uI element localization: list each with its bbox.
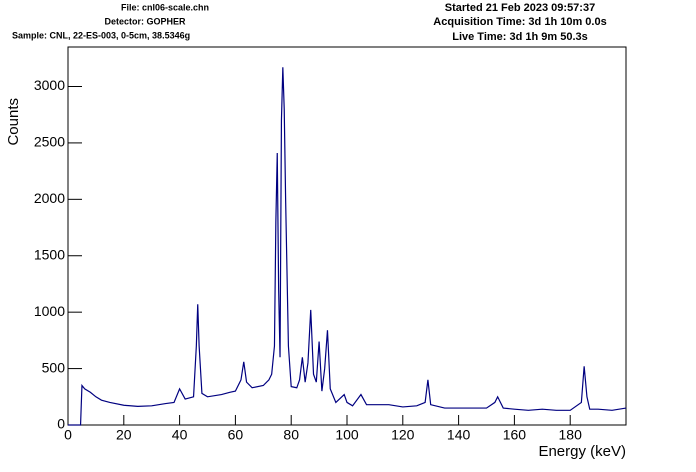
y-axis-label: Counts	[5, 98, 22, 146]
detector-label: Detector: GOPHER	[104, 16, 186, 26]
spectrum-line	[68, 67, 627, 426]
y-tick-label: 3000	[34, 77, 65, 93]
sample-label: Sample: CNL, 22-ES-003, 0-5cm, 38.5346g	[12, 30, 190, 40]
y-tick-label: 2000	[34, 190, 65, 206]
y-tick-label: 500	[42, 359, 66, 375]
x-tick-label: 120	[391, 427, 415, 443]
x-tick-label: 180	[559, 427, 583, 443]
x-tick-label: 80	[283, 427, 299, 443]
x-tick-label: 60	[228, 427, 244, 443]
x-tick-label: 160	[503, 427, 527, 443]
y-tick-label: 1500	[34, 246, 65, 262]
x-axis-label: Energy (keV)	[538, 443, 626, 460]
y-tick-label: 1000	[34, 303, 65, 319]
x-tick-label: 140	[447, 427, 471, 443]
y-tick-label: 2500	[34, 134, 65, 150]
x-tick-label: 40	[172, 427, 188, 443]
acq-label: Acquisition Time: 3d 1h 10m 0.0s	[433, 16, 606, 28]
y-tick-label: 0	[57, 416, 65, 432]
x-tick-label: 0	[64, 427, 72, 443]
start-label: Started 21 Feb 2023 09:57:37	[445, 2, 595, 14]
live-label: Live Time: 3d 1h 9m 50.3s	[452, 31, 588, 43]
x-tick-label: 100	[335, 427, 359, 443]
x-tick-label: 20	[116, 427, 132, 443]
file-label: File: cnl06-scale.chn	[121, 2, 209, 12]
